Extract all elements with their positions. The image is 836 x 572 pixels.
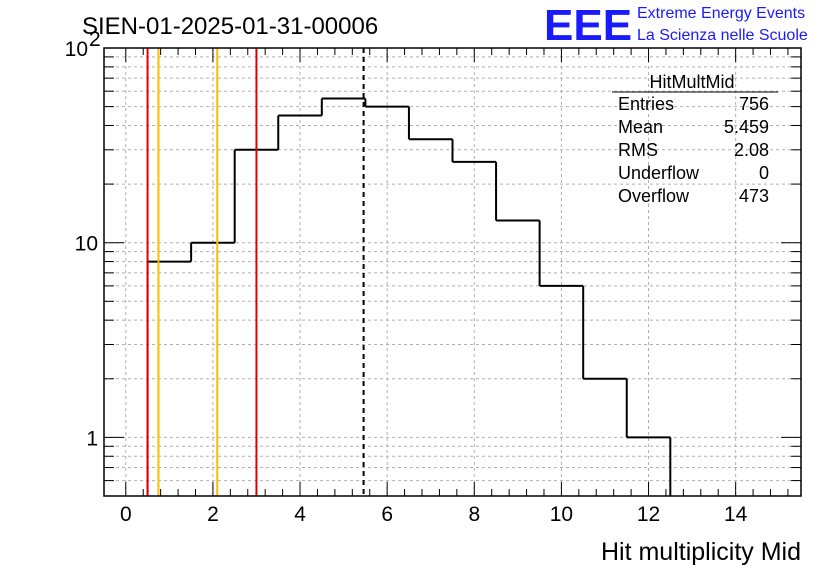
x-tick-label: 10: [550, 503, 573, 526]
stats-value: 756: [739, 94, 769, 114]
logo-line-2: La Scienza nelle Scuole: [637, 27, 808, 44]
y-tick-label: 1: [86, 427, 98, 450]
histogram-series: [146, 97, 672, 496]
x-tick-label: 2: [207, 503, 219, 526]
stats-label: Overflow: [618, 186, 690, 206]
logo: EEE Extreme Energy Events La Scienza nel…: [544, 1, 808, 50]
x-tick-label: 0: [120, 503, 132, 526]
stats-value: 473: [739, 186, 769, 206]
x-tick-label: 8: [468, 503, 480, 526]
chart-title: SIEN-01-2025-01-31-00006: [82, 13, 378, 40]
x-tick-label: 12: [637, 503, 660, 526]
logo-mark: EEE: [544, 1, 632, 50]
stats-title: HitMultMid: [649, 72, 734, 92]
stats-label: RMS: [618, 140, 658, 160]
stats-value: 5.459: [724, 117, 769, 137]
stats-label: Underflow: [618, 163, 700, 183]
reference-lines: [146, 48, 365, 496]
x-axis-title: Hit multiplicity Mid: [601, 538, 801, 566]
logo-line-1: Extreme Energy Events: [637, 5, 805, 22]
y-tick-label: 10: [65, 38, 88, 61]
x-tick-label: 6: [381, 503, 393, 526]
y-tick-exponent: 2: [89, 28, 101, 51]
stats-label: Mean: [618, 117, 663, 137]
grid: [104, 48, 801, 497]
x-tick-label: 14: [724, 503, 748, 526]
axis-ticks: [104, 48, 801, 497]
stats-value: 2.08: [734, 140, 769, 160]
y-tick-label: 10: [75, 233, 98, 256]
x-tick-label: 4: [294, 503, 306, 526]
stats-label: Entries: [618, 94, 674, 114]
stats-value: 0: [759, 163, 769, 183]
plot-frame: [103, 47, 802, 497]
stats-box: HitMultMid Entries 756 Mean 5.459 RMS 2.08 Und…: [612, 72, 778, 206]
